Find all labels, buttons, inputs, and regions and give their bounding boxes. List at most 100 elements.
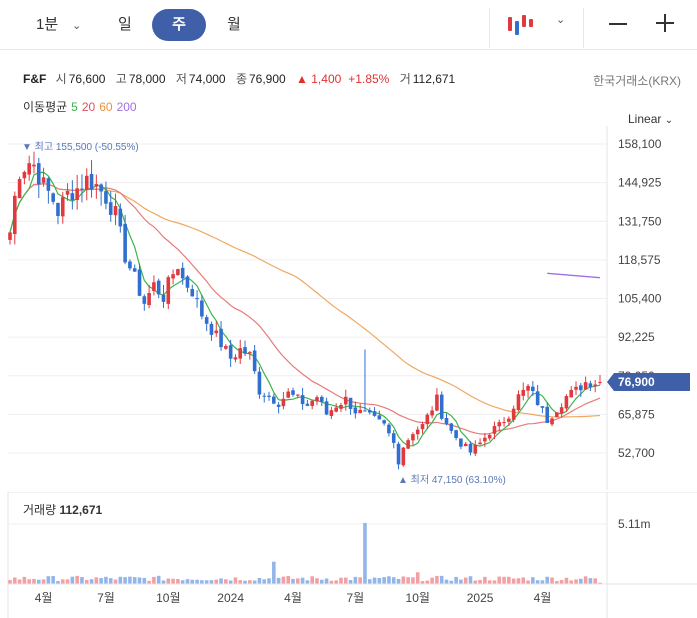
volume-bar: [75, 575, 79, 584]
candle-body: [583, 382, 588, 390]
volume-bar: [108, 578, 113, 584]
candle-body: [238, 348, 243, 359]
volume-bar: [190, 579, 195, 584]
candle-body: [204, 317, 209, 324]
volume-bar: [204, 580, 209, 584]
candle-body: [46, 178, 51, 191]
x-tick-label: 4월: [284, 591, 302, 605]
tab-day[interactable]: 일: [118, 16, 132, 33]
candle-body: [41, 177, 46, 183]
candle-body: [334, 407, 338, 412]
candle-body: [228, 345, 233, 359]
close-value: 76,900: [249, 72, 286, 86]
low-label: 저: [175, 72, 187, 86]
ma-5: 5: [71, 100, 78, 114]
volume-bar: [132, 577, 137, 584]
candle-body: [257, 371, 262, 395]
volume-bar: [598, 582, 602, 584]
volume-bar: [65, 579, 70, 584]
candle-body: [180, 267, 185, 279]
volume-bar: [377, 578, 382, 584]
volume-bar: [276, 577, 281, 584]
candle-body: [478, 442, 482, 445]
candle-body: [84, 175, 89, 191]
volume-title: 거래량 112,671: [23, 501, 102, 518]
candle-body: [243, 347, 247, 354]
volume-bar: [420, 581, 425, 584]
open-label: 시: [55, 72, 67, 86]
volume-bar: [60, 579, 65, 584]
minus-icon[interactable]: [609, 23, 627, 25]
volume-bar: [89, 579, 94, 584]
volume-bar: [310, 576, 314, 584]
volume-chart[interactable]: 5.11m 4월 7월 10월 2024 4월 7월 10월 2025 4월: [0, 492, 697, 618]
candle-body: [176, 269, 180, 276]
volume-bar: [444, 579, 449, 584]
candle-body: [195, 298, 199, 300]
candle-body: [377, 415, 382, 420]
volume-bar: [267, 578, 271, 584]
candle-body: [137, 269, 142, 296]
volume-bar: [142, 577, 147, 584]
ma-60: 60: [99, 100, 113, 114]
volume-bar: [406, 577, 410, 584]
candle-body: [502, 422, 506, 424]
candle-body: [372, 411, 377, 416]
candle-body: [444, 418, 449, 425]
volume-bar: [128, 576, 132, 584]
candle-body: [89, 173, 94, 190]
volume-bar: [358, 577, 362, 584]
volume-bar: [526, 580, 530, 584]
volume-bar: [569, 580, 574, 584]
candle-body: [348, 397, 353, 409]
candle-body: [574, 386, 578, 390]
tab-month[interactable]: 월: [227, 16, 241, 33]
volume-bar: [353, 576, 358, 584]
volume-bar: [137, 577, 142, 584]
volume-bar: [305, 580, 310, 584]
x-tick-label: 4월: [534, 591, 552, 605]
plus-icon[interactable]: [656, 14, 674, 32]
volume-bar: [559, 579, 564, 584]
ma-legend-label: 이동평균: [23, 100, 68, 114]
y-tick-label: 92,225: [618, 330, 655, 344]
price-chart[interactable]: 158,100 144,925 131,750 118,575 105,400 92,22…: [0, 126, 697, 490]
candle-body: [267, 395, 271, 397]
volume-bar: [41, 579, 46, 584]
interval-select[interactable]: 1분 ⌄: [36, 0, 81, 50]
candle-body: [209, 323, 214, 335]
candle-body: [559, 407, 564, 414]
tab-week[interactable]: 주: [152, 9, 206, 41]
volume-bar: [415, 572, 420, 584]
candle-body: [161, 294, 166, 302]
volume-bar: [583, 576, 588, 584]
volume-bar: [439, 575, 444, 584]
chevron-down-icon[interactable]: ⌄: [556, 14, 566, 26]
candle-body: [339, 404, 343, 409]
candle-body: [70, 193, 75, 201]
volume-bar: [507, 576, 511, 584]
candle-body: [60, 197, 65, 217]
candle-body: [104, 191, 108, 204]
volume-bar: [123, 577, 127, 584]
moving-average-legend[interactable]: 이동평균 5 20 60 200: [23, 98, 141, 115]
volume-bar: [435, 575, 439, 584]
x-tick-label: 10월: [156, 591, 180, 605]
volume-bar: [555, 581, 559, 584]
volume-bar: [224, 579, 228, 584]
volume-bar: [343, 577, 348, 584]
volume-bar: [497, 576, 502, 584]
scale-select[interactable]: Linear ⌄: [628, 112, 673, 126]
candle-body: [492, 426, 497, 434]
volume-bar: [176, 579, 180, 584]
candle-body: [262, 395, 267, 397]
volume-bar: [51, 576, 55, 584]
current-price-tag: [607, 373, 690, 392]
x-tick-label: 7월: [97, 591, 115, 605]
y-tick-label: 65,875: [618, 407, 655, 421]
candlestick-icon[interactable]: [506, 13, 534, 37]
volume-bar: [391, 577, 396, 584]
candle-body: [511, 408, 516, 420]
volume-bar: [104, 576, 108, 584]
volume-bar: [180, 580, 185, 584]
